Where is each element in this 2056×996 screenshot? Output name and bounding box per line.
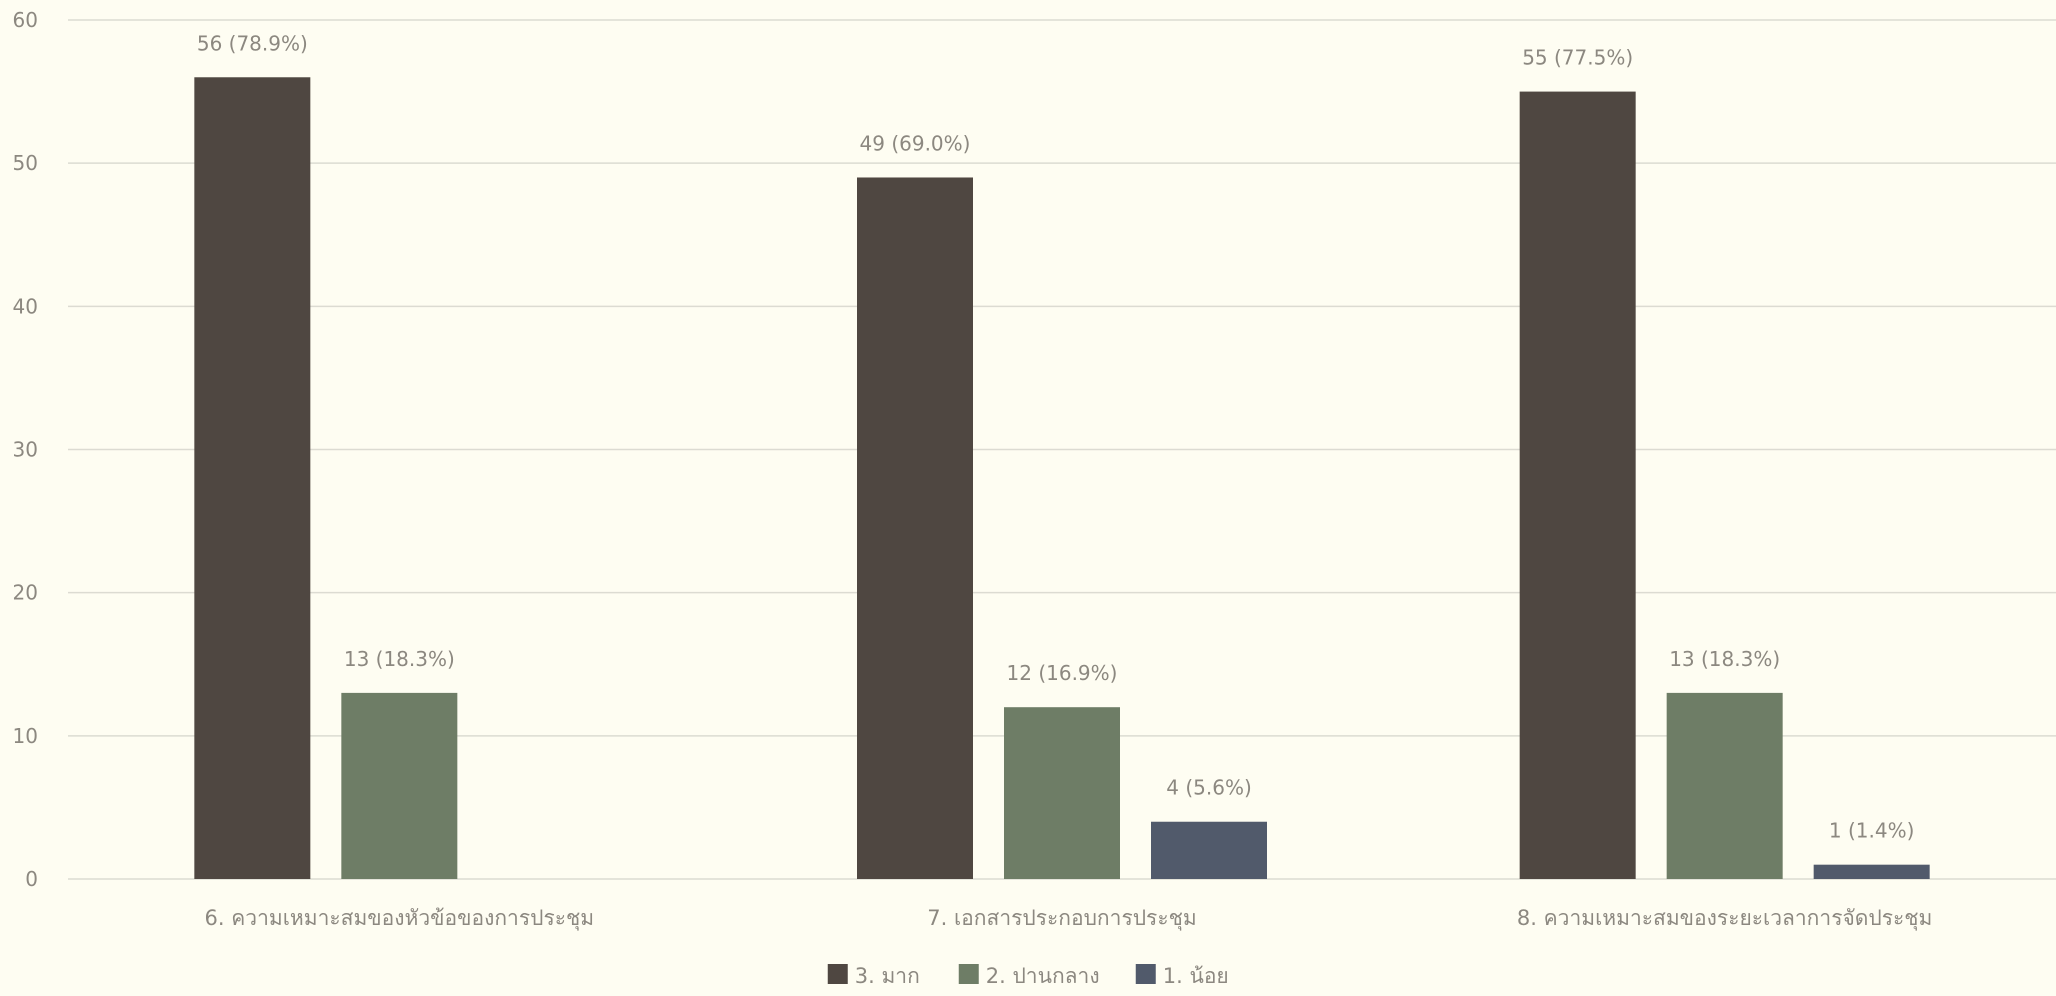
data-label: 12 (16.9%): [1007, 661, 1118, 685]
data-label: 56 (78.9%): [197, 31, 308, 55]
y-tick-label: 40: [13, 294, 38, 318]
bar: [1666, 692, 1783, 879]
y-tick-label: 50: [13, 151, 38, 175]
data-label: 1 (1.4%): [1829, 819, 1915, 843]
legend-swatch: [958, 964, 979, 984]
data-label: 13 (18.3%): [1669, 647, 1780, 671]
x-category-label: 8. ความเหมาะสมของระยะเวลาการจัดประชุม: [1517, 906, 1933, 931]
y-tick-label: 20: [13, 581, 38, 605]
x-category-label: 6. ความเหมาะสมของหัวข้อของการประชุม: [205, 906, 595, 931]
x-category-label: 7. เอกสารประกอบการประชุม: [927, 906, 1196, 931]
y-tick-label: 10: [13, 724, 38, 748]
bar: [1151, 821, 1267, 879]
legend-label: 1. น้อย: [1163, 964, 1229, 988]
data-label: 55 (77.5%): [1522, 46, 1633, 70]
data-label: 13 (18.3%): [344, 647, 455, 671]
legend-label: 3. มาก: [855, 964, 920, 988]
legend-label: 2. ปานกลาง: [986, 964, 1100, 988]
y-tick-label: 0: [25, 867, 38, 891]
data-label: 49 (69.0%): [860, 131, 971, 155]
data-label: 4 (5.6%): [1166, 776, 1252, 800]
bar: [1004, 707, 1120, 879]
bar: [857, 177, 973, 879]
legend-swatch: [827, 964, 848, 984]
y-tick-label: 60: [13, 8, 38, 32]
y-tick-label: 30: [13, 438, 38, 462]
bar: [1813, 864, 1930, 879]
bar: [1519, 91, 1636, 880]
bar: [194, 77, 311, 880]
legend-swatch: [1135, 964, 1156, 984]
bar: [341, 692, 458, 879]
